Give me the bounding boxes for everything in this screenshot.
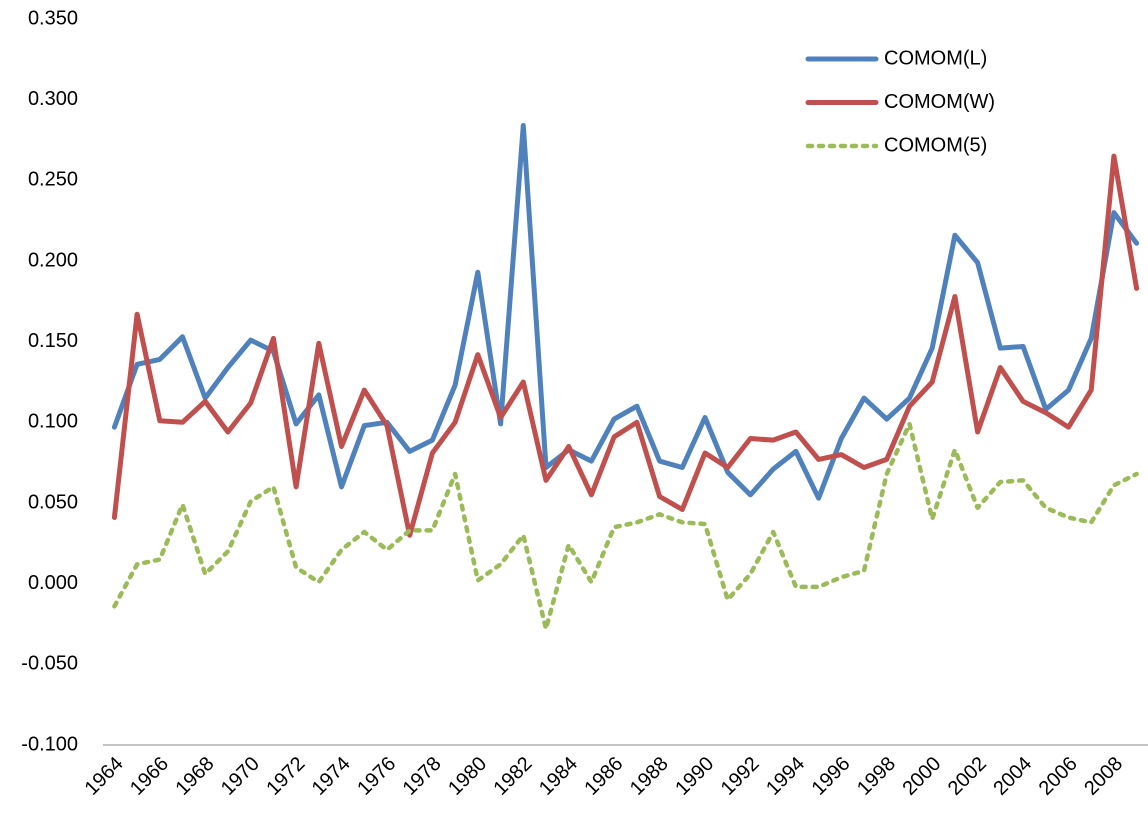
legend-label: COMOM(L)	[884, 47, 987, 69]
x-tick-label: 1990	[671, 753, 718, 800]
x-tick-label: 1970	[217, 753, 264, 800]
y-tick-label: 0.000	[28, 572, 78, 594]
x-tick-label: 2002	[944, 753, 991, 800]
x-tick-label: 1968	[171, 753, 218, 800]
x-tick-label: 1984	[535, 753, 582, 800]
legend-label: COMOM(W)	[884, 91, 995, 113]
series-line	[112, 421, 1139, 632]
x-tick-label: 1966	[126, 753, 173, 800]
x-tick-label: 1992	[717, 753, 764, 800]
y-tick-label: 0.250	[28, 169, 78, 191]
y-tick-label: 0.300	[28, 88, 78, 110]
x-tick-label: 2004	[989, 753, 1036, 800]
x-tick-label: 1996	[808, 753, 855, 800]
x-tick-label: 1986	[580, 753, 627, 800]
x-tick-label: 1964	[81, 753, 128, 800]
x-tick-label: 1980	[444, 753, 491, 800]
y-tick-label: 0.100	[28, 411, 78, 433]
x-tick-label: 1982	[490, 753, 537, 800]
x-tick-label: 1988	[626, 753, 673, 800]
x-tick-label: 2000	[898, 753, 945, 800]
series-line	[111, 153, 1140, 538]
y-tick-label: 0.150	[28, 330, 78, 352]
legend-label: COMOM(5)	[884, 134, 987, 156]
x-tick-label: 2008	[1080, 753, 1127, 800]
x-tick-label: 2006	[1035, 753, 1082, 800]
y-tick-label: 0.050	[28, 491, 78, 513]
x-tick-label: 1972	[262, 753, 309, 800]
y-tick-label: 0.200	[28, 249, 78, 271]
x-tick-label: 1998	[853, 753, 900, 800]
series-line	[111, 123, 1140, 501]
y-tick-label: -0.050	[21, 653, 78, 675]
x-tick-label: 1978	[399, 753, 446, 800]
x-tick-label: 1976	[353, 753, 400, 800]
y-tick-label: 0.350	[28, 7, 78, 29]
x-tick-label: 1994	[762, 753, 809, 800]
y-tick-label: -0.100	[21, 733, 78, 755]
x-tick-label: 1974	[308, 753, 355, 800]
